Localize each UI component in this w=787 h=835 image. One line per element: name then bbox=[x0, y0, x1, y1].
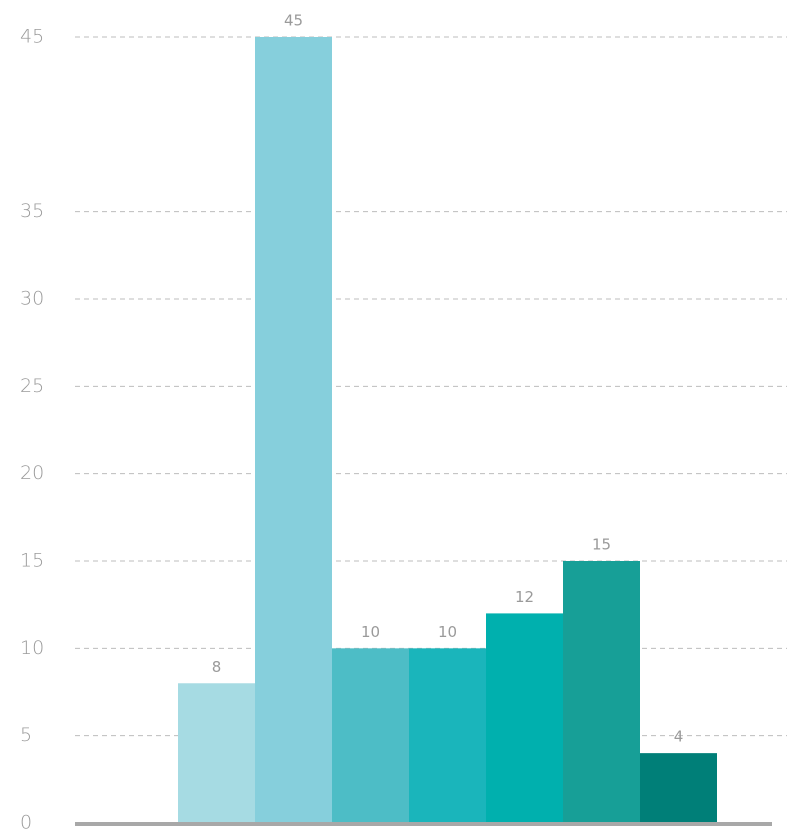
bar bbox=[332, 648, 409, 823]
y-tick-label: 20 bbox=[20, 462, 44, 484]
y-tick-label: 15 bbox=[20, 550, 44, 572]
value-label: 10 bbox=[438, 623, 457, 641]
y-tick-label: 45 bbox=[20, 26, 44, 48]
y-tick-label: 35 bbox=[20, 200, 44, 222]
value-label: 4 bbox=[674, 728, 684, 746]
y-tick-label: 25 bbox=[20, 375, 44, 397]
bar bbox=[255, 37, 332, 823]
bar bbox=[409, 648, 486, 823]
bar bbox=[486, 613, 563, 823]
value-label: 45 bbox=[284, 12, 303, 30]
y-tick-label: 30 bbox=[20, 288, 44, 310]
bar bbox=[563, 561, 640, 823]
y-tick-label: 10 bbox=[20, 637, 44, 659]
y-tick-label: 0 bbox=[20, 812, 32, 834]
value-label: 10 bbox=[361, 623, 380, 641]
value-label: 15 bbox=[592, 536, 611, 554]
y-tick-label: 5 bbox=[20, 724, 32, 746]
bar bbox=[640, 753, 717, 823]
value-label: 12 bbox=[515, 588, 534, 606]
value-label: 8 bbox=[212, 658, 222, 676]
bar bbox=[178, 683, 255, 823]
